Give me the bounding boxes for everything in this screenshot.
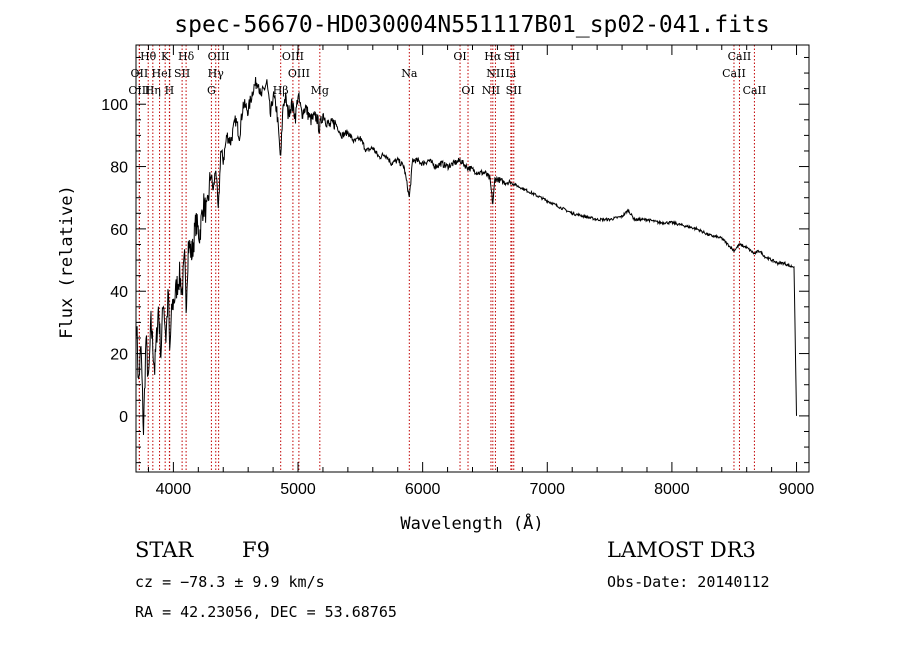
spectral-line-label-22: G (207, 84, 216, 97)
spectral-line-label-12: SII (174, 67, 190, 80)
spectral-line-label-8: CaII (728, 50, 752, 63)
x-tick-label-7000: 7000 (529, 481, 565, 498)
y-tick-label-80: 80 (110, 160, 128, 177)
plot-frame (135, 44, 810, 473)
spectral-line-label-26: NII (482, 84, 500, 97)
spectral-line-label-21: H (165, 84, 175, 97)
spectral-line-label-16: NII (486, 67, 504, 80)
coordinates: RA = 42.23056, DEC = 53.68765 (135, 603, 397, 621)
spectral-line-label-23: Hβ (273, 84, 289, 97)
x-tick-label-9000: 9000 (779, 481, 815, 498)
x-tick-label-5000: 5000 (280, 481, 316, 498)
spectral-line-label-14: OIII (288, 67, 310, 80)
spectral-line-label-17: Li (505, 67, 516, 80)
spectral-line-label-19: OIII (128, 84, 150, 97)
x-tick-label-8000: 8000 (654, 481, 690, 498)
spectral-line-label-25: OI (461, 84, 474, 97)
y-tick-label-60: 60 (110, 222, 128, 239)
y-axis-ticks: 0 20 40 60 80 100 (101, 56, 809, 464)
spectral-line-label-1: K (161, 50, 170, 63)
y-tick-label-40: 40 (110, 284, 128, 301)
y-tick-label-0: 0 (119, 409, 128, 426)
spectral-line-label-18: CaII (722, 67, 746, 80)
spectral-line-label-13: Hγ (208, 67, 225, 80)
spectral-line-label-2: Hδ (178, 50, 195, 63)
spectral-line-label-0: Hθ (140, 50, 157, 63)
spectral-line-label-11: I (167, 67, 171, 80)
x-tick-label-4000: 4000 (156, 481, 192, 498)
x-axis-ticks: 4000 5000 6000 7000 8000 9000 (147, 45, 815, 498)
y-axis-label: Flux (relative) (57, 185, 77, 339)
spectral-line-label-7: SII (504, 50, 520, 63)
spectral-line-label-6: Hα (484, 50, 502, 63)
x-tick-label-6000: 6000 (405, 481, 441, 498)
spectral-line-label-5: OI (453, 50, 466, 63)
spectral-line-label-3: OIII (208, 50, 230, 63)
object-class: STAR (135, 538, 194, 562)
flux-series-line (136, 76, 797, 436)
spectral-line-label-27: SII (506, 84, 522, 97)
spectral-line-label-28: CaII (743, 84, 767, 97)
spectral-line-label-15: Na (401, 67, 418, 80)
object-subclass: F9 (242, 538, 270, 562)
spectral-line-label-10: He (152, 67, 168, 80)
observation-date: Obs-Date: 20140112 (607, 573, 770, 591)
spectral-line-markers (138, 45, 755, 472)
spectral-line-label-20: Hη (145, 84, 161, 97)
x-axis-label: Wavelength (Å) (400, 512, 543, 534)
y-tick-label-20: 20 (110, 347, 128, 364)
chart-title: spec-56670-HD030004N551117B01_sp02-041.f… (174, 12, 769, 38)
spectral-line-label-24: Mg (311, 84, 329, 97)
redshift-velocity: cz = −78.3 ± 9.9 km/s (135, 573, 325, 591)
survey-name: LAMOST DR3 (607, 538, 756, 562)
y-tick-label-100: 100 (101, 97, 128, 114)
spectral-line-label-4: OIII (282, 50, 304, 63)
